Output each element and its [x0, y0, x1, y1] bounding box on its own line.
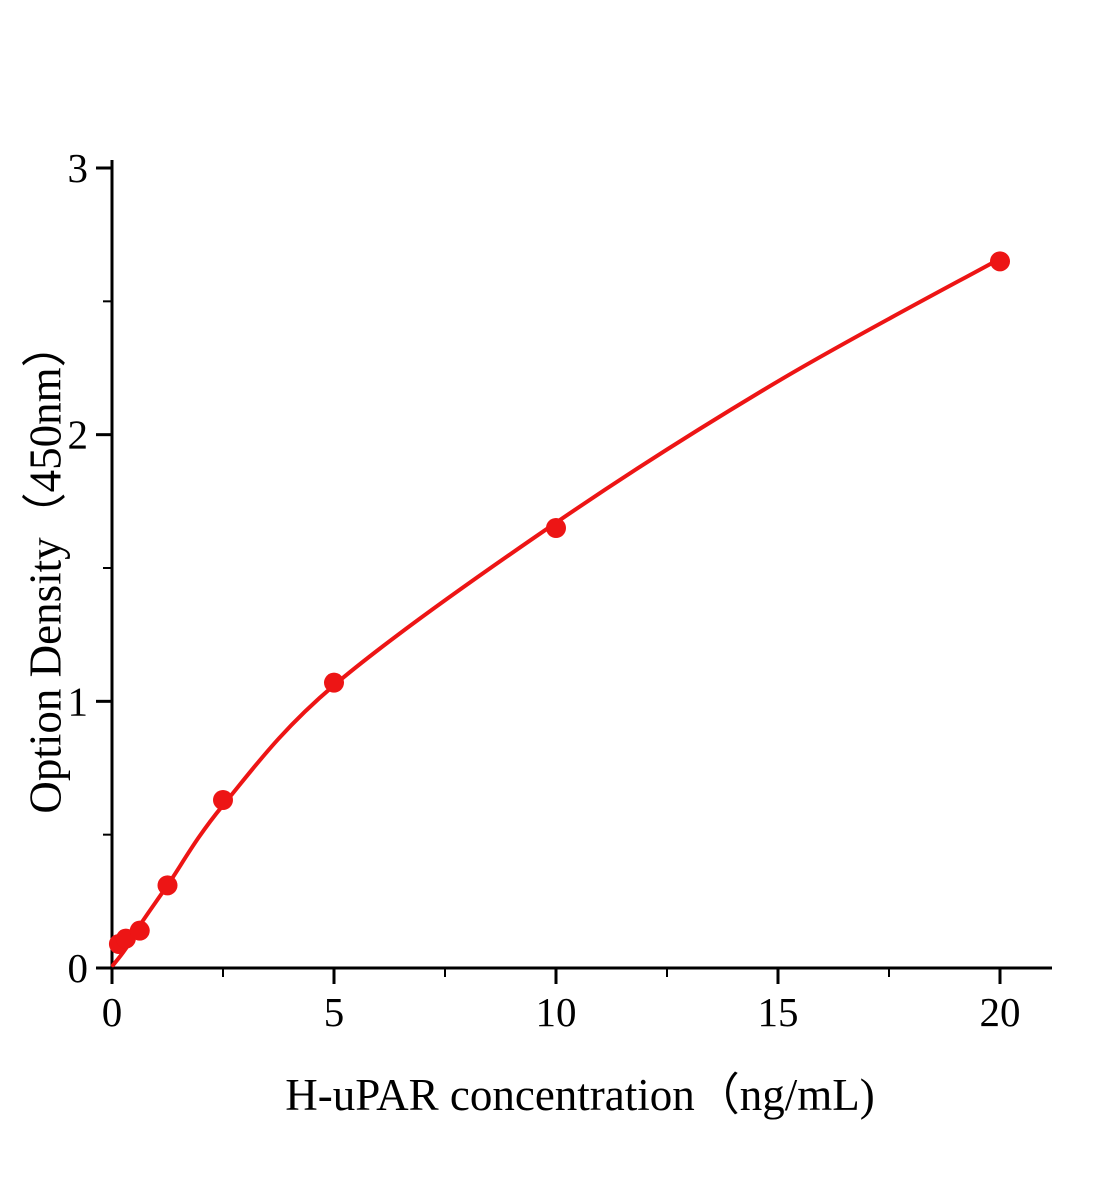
- x-axis-title: H-uPAR concentration（ng/mL): [285, 1070, 875, 1120]
- svg-text:0: 0: [102, 989, 123, 1035]
- svg-text:5: 5: [324, 989, 345, 1035]
- svg-text:1: 1: [68, 678, 89, 724]
- svg-text:15: 15: [758, 989, 799, 1035]
- svg-text:0: 0: [68, 945, 89, 991]
- svg-text:20: 20: [980, 989, 1021, 1035]
- svg-text:10: 10: [536, 989, 577, 1035]
- y-axis-title: Option Density（450nm）: [20, 322, 71, 814]
- svg-text:3: 3: [68, 145, 89, 191]
- svg-text:2: 2: [68, 412, 89, 458]
